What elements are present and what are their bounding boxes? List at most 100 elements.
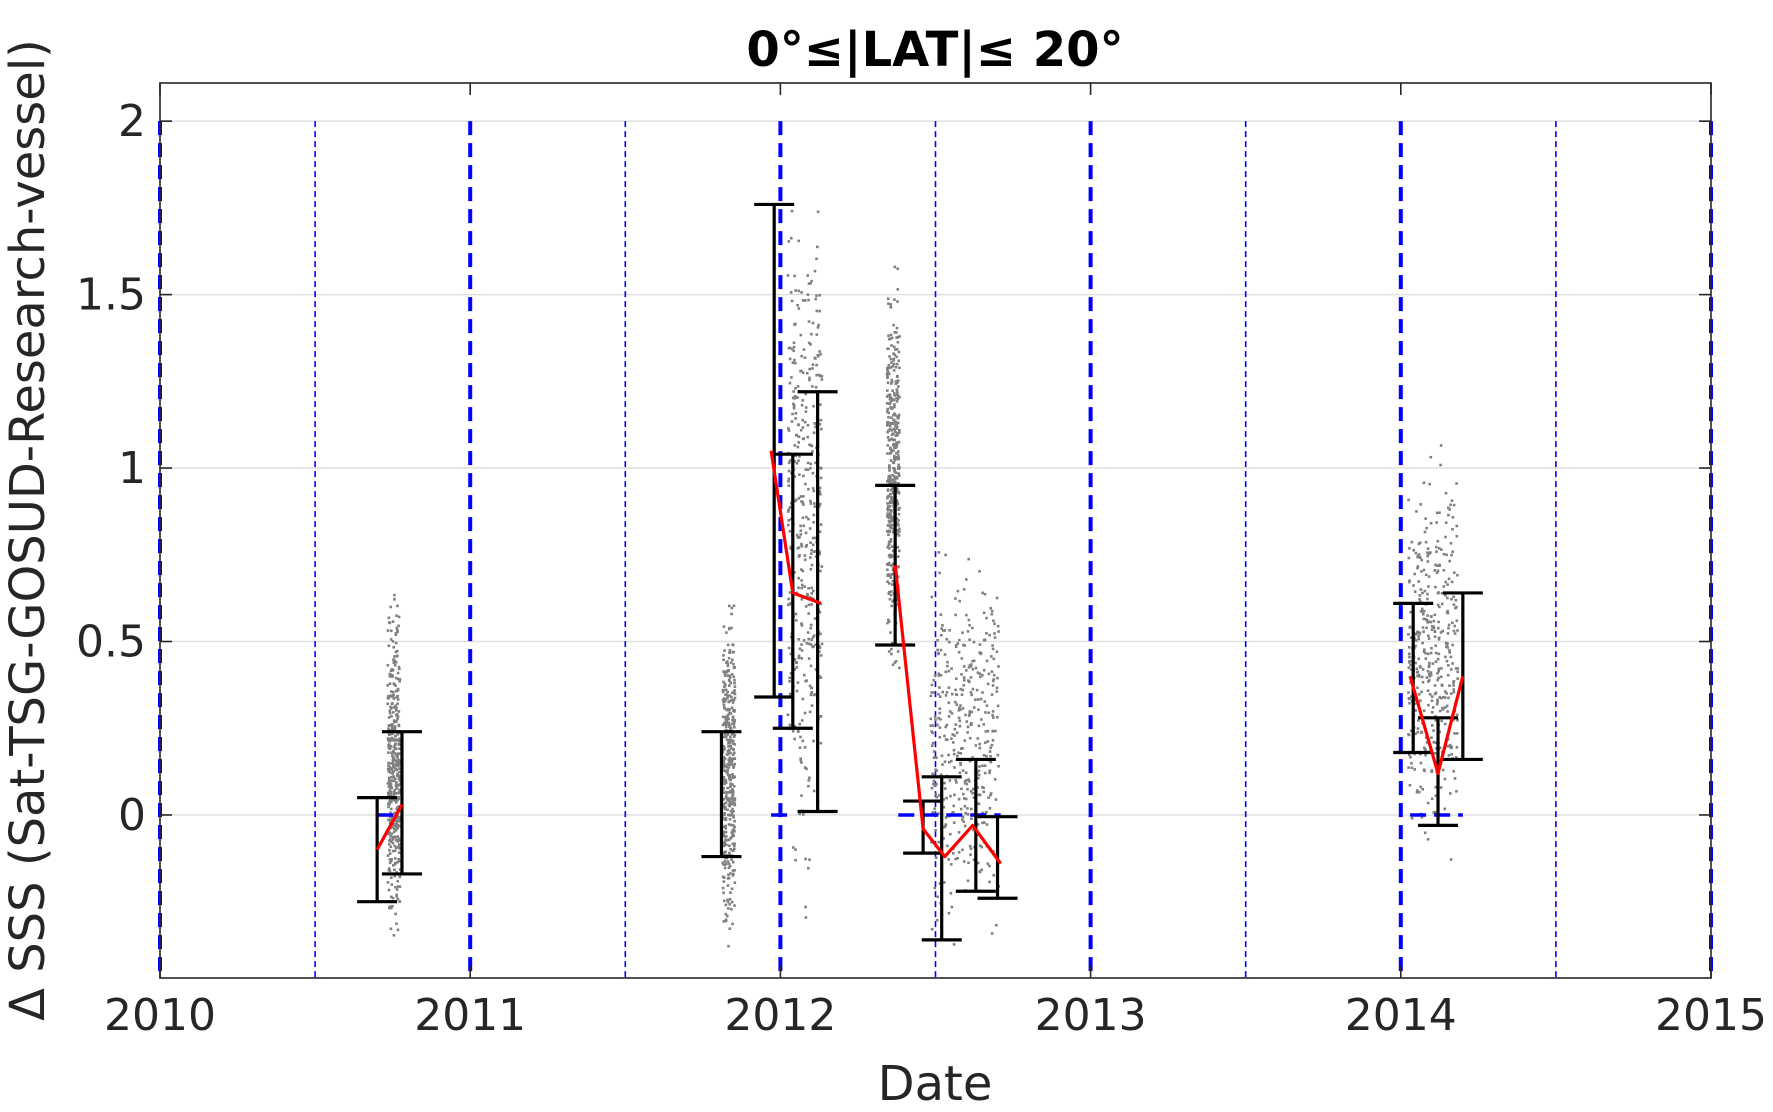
scatter-point <box>897 359 900 363</box>
scatter-point <box>946 844 949 848</box>
scatter-point <box>966 630 970 633</box>
scatter-point <box>942 629 945 632</box>
scatter-point <box>896 532 900 536</box>
scatter-point <box>388 682 392 685</box>
scatter-point <box>992 673 996 677</box>
scatter-point <box>1434 563 1437 567</box>
scatter-point <box>888 466 891 469</box>
scatter-point <box>961 848 964 852</box>
scatter-point <box>398 770 401 774</box>
scatter-point <box>888 397 892 401</box>
scatter-point <box>898 429 901 432</box>
scatter-point <box>395 768 399 772</box>
scatter-point <box>969 665 973 668</box>
scatter-point <box>398 763 402 766</box>
scatter-point <box>890 399 893 402</box>
scatter-point <box>892 345 896 349</box>
scatter-point <box>807 779 811 782</box>
scatter-point <box>791 396 795 400</box>
scatter-point <box>898 335 901 338</box>
scatter-point <box>803 420 807 424</box>
scatter-point <box>1439 463 1442 467</box>
scatter-point <box>1447 623 1451 627</box>
scatter-point <box>391 896 395 900</box>
scatter-point <box>396 806 399 809</box>
scatter-point <box>1438 547 1441 550</box>
scatter-point <box>1426 838 1430 841</box>
scatter-point <box>985 659 989 663</box>
scatter-point <box>808 858 811 861</box>
scatter-point <box>818 646 822 649</box>
scatter-point <box>937 651 940 655</box>
scatter-point <box>895 348 899 351</box>
scatter-point <box>887 540 891 544</box>
scatter-point <box>397 837 401 841</box>
scatter-point <box>1436 698 1439 702</box>
scatter-point <box>803 554 807 557</box>
scatter-point <box>387 770 391 773</box>
scatter-point <box>1422 609 1426 613</box>
scatter-point <box>798 746 802 749</box>
scatter-point <box>802 524 805 528</box>
scatter-point <box>939 773 943 777</box>
scatter-point <box>726 660 729 663</box>
scatter-point <box>950 667 953 670</box>
scatter-point <box>896 379 900 382</box>
scatter-point <box>819 569 822 573</box>
scatter-point <box>885 410 889 413</box>
scatter-point <box>1425 626 1428 630</box>
scatter-point <box>1429 673 1433 677</box>
scatter-point <box>807 517 810 521</box>
scatter-point <box>1444 491 1448 495</box>
scatter-point <box>1410 540 1414 544</box>
scatter-point <box>885 402 889 405</box>
scatter-point <box>887 515 890 519</box>
scatter-point <box>1433 630 1437 633</box>
scatter-point <box>963 780 967 783</box>
scatter-point <box>886 424 889 427</box>
scatter-point <box>803 585 806 588</box>
scatter-point <box>394 660 398 664</box>
scatter-point <box>794 612 798 616</box>
scatter-point <box>730 747 733 750</box>
scatter-point <box>982 754 986 757</box>
scatter-point <box>808 443 811 447</box>
scatter-point <box>985 616 988 620</box>
scatter-point <box>392 661 396 665</box>
scatter-point <box>388 858 392 861</box>
scatter-point <box>723 842 726 846</box>
scatter-point <box>787 508 791 511</box>
scatter-point <box>395 747 398 751</box>
scatter-point <box>724 683 727 687</box>
scatter-point <box>1407 633 1410 636</box>
scatter-point <box>393 663 397 667</box>
scatter-point <box>789 517 793 521</box>
scatter-point <box>965 720 969 723</box>
scatter-point <box>722 786 725 790</box>
scatter-point <box>724 780 728 784</box>
scatter-point <box>1430 699 1434 702</box>
scatter-point <box>1422 481 1426 485</box>
error-bar <box>701 730 742 859</box>
scatter-point <box>396 671 400 675</box>
error-bar <box>381 730 422 876</box>
scatter-point <box>958 706 961 710</box>
scatter-point <box>396 717 399 721</box>
scatter-point <box>981 764 984 767</box>
scatter-point <box>815 373 818 377</box>
scatter-point <box>1441 768 1445 772</box>
scatter-point <box>891 641 894 645</box>
scatter-point <box>890 652 893 656</box>
scatter-point <box>728 903 731 906</box>
scatter-point <box>398 740 401 743</box>
scatter-point <box>1422 650 1426 653</box>
scatter-point <box>807 642 811 646</box>
scatter-point <box>955 677 958 680</box>
scatter-point <box>388 784 392 787</box>
scatter-point <box>800 622 803 625</box>
scatter-point <box>811 471 815 475</box>
scatter-point <box>1423 589 1427 593</box>
scatter-point <box>1409 729 1413 733</box>
scatter-point <box>797 638 800 641</box>
